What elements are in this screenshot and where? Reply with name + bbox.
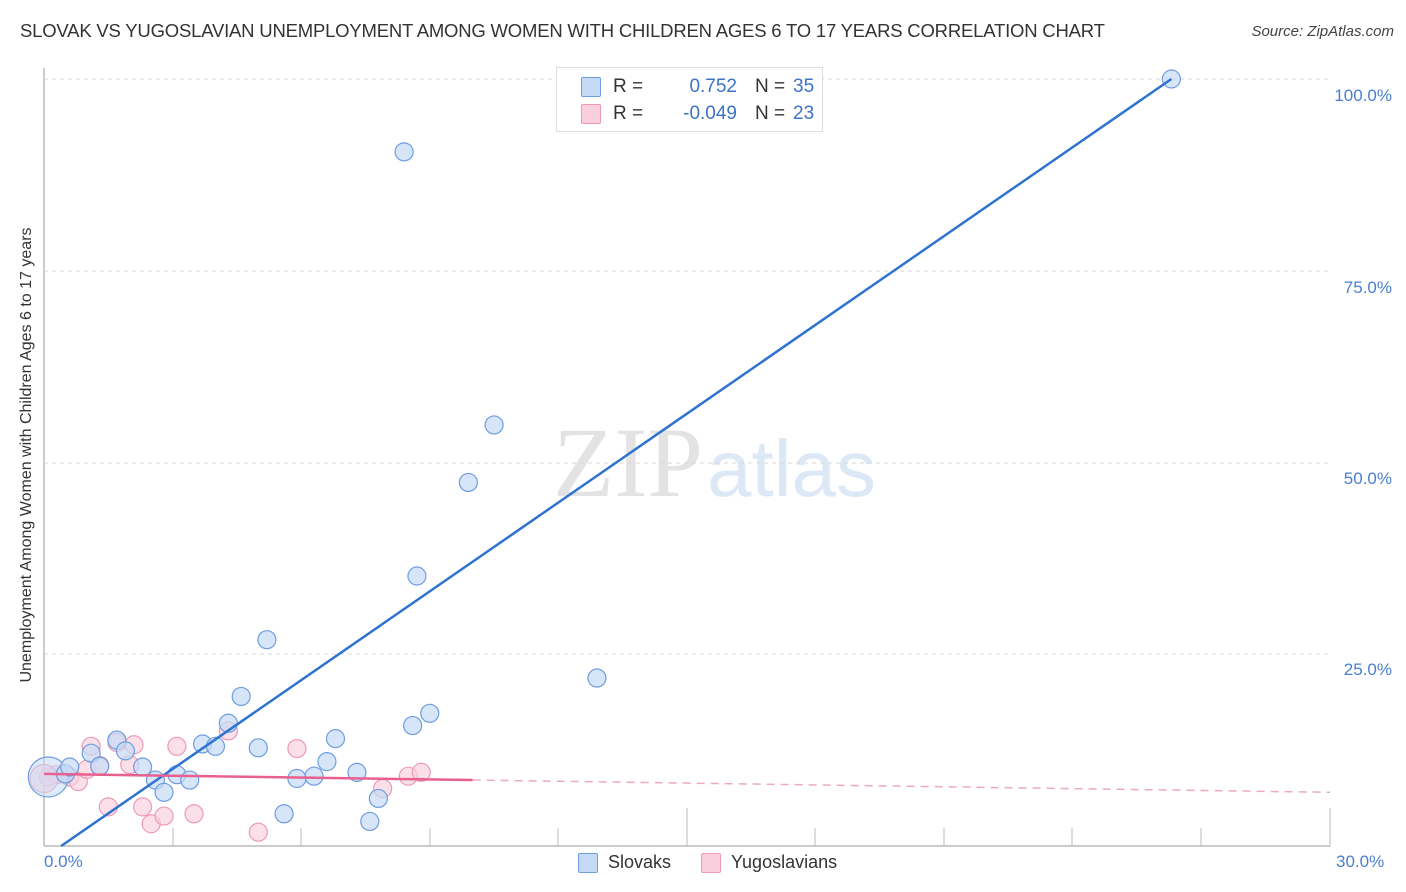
n-value: 23 bbox=[793, 103, 815, 124]
chart-title: SLOVAK VS YUGOSLAVIAN UNEMPLOYMENT AMONG… bbox=[20, 20, 1105, 41]
yugoslavians-trendline-dashed bbox=[472, 779, 1331, 794]
legend-row-yugoslavians: R = -0.049 N = 23 bbox=[581, 102, 814, 126]
source-label: Source: ZipAtlas.com bbox=[1251, 23, 1394, 40]
yugoslavians-swatch-icon bbox=[581, 104, 601, 124]
slovaks-point bbox=[231, 686, 251, 707]
n-label: N = bbox=[755, 76, 786, 97]
slovaks-point bbox=[360, 811, 380, 832]
x-tick-30: 30.0% bbox=[1336, 852, 1385, 871]
slovaks-point bbox=[317, 752, 337, 772]
yugoslavians-point bbox=[154, 806, 174, 826]
slovaks-point bbox=[274, 804, 294, 824]
yugoslavians-swatch-icon bbox=[701, 852, 722, 873]
n-label: N = bbox=[755, 103, 786, 124]
slovaks-point bbox=[403, 715, 423, 736]
legend-row-slovaks: R = 0.752 N = 35 bbox=[581, 75, 814, 99]
watermark-atlas: atlas bbox=[707, 424, 876, 513]
r-value: 0.752 bbox=[689, 76, 737, 97]
y-tick-50: 50.0% bbox=[1343, 469, 1392, 488]
correlation-legend: R = 0.752 N = 35 R = -0.049 N = 23 bbox=[556, 67, 823, 132]
y-tick-100: 100.0% bbox=[1334, 86, 1392, 105]
slovaks-point bbox=[325, 729, 346, 749]
yugoslavians-point bbox=[132, 797, 153, 817]
yugoslavians-point bbox=[184, 804, 204, 824]
n-value: 35 bbox=[793, 76, 815, 97]
slovaks-point bbox=[484, 415, 504, 435]
slovaks-point bbox=[154, 782, 174, 802]
yugoslavians-point bbox=[287, 738, 307, 759]
slovaks-point bbox=[420, 703, 440, 723]
x-tick-marks bbox=[172, 808, 1331, 846]
x-tick-0: 0.0% bbox=[44, 852, 83, 871]
legend-label: Slovaks bbox=[608, 852, 672, 872]
slovaks-point bbox=[458, 472, 478, 493]
y-tick-25: 25.0% bbox=[1343, 660, 1392, 679]
legend-item-yugoslavians[interactable]: Yugoslavians bbox=[701, 852, 837, 873]
series-legend: Slovaks Yugoslavians bbox=[578, 852, 867, 873]
r-value: -0.049 bbox=[683, 103, 737, 124]
slovaks-point bbox=[394, 142, 414, 162]
slovaks-swatch-icon bbox=[581, 77, 601, 97]
r-label: R = bbox=[613, 103, 644, 124]
slovaks-swatch-icon bbox=[578, 852, 598, 873]
slovaks-point bbox=[180, 770, 200, 790]
slovaks-point bbox=[347, 762, 367, 782]
slovaks-point bbox=[304, 766, 324, 786]
slovaks-trendline bbox=[60, 77, 1173, 848]
trendlines bbox=[43, 77, 1331, 848]
yugoslavians-trendline-solid bbox=[43, 772, 473, 782]
slovaks-point bbox=[407, 566, 427, 586]
yugoslavians-point bbox=[248, 822, 268, 842]
slovaks-point bbox=[60, 757, 80, 777]
legend-label: Yugoslavians bbox=[731, 852, 838, 872]
zipatlas-watermark: ZIPatlas bbox=[553, 405, 876, 520]
slovaks-point bbox=[115, 741, 136, 761]
slovaks-point bbox=[257, 630, 277, 650]
gridlines bbox=[44, 78, 1330, 655]
slovaks-point bbox=[587, 668, 607, 688]
y-tick-75: 75.0% bbox=[1343, 278, 1392, 297]
slovaks-point bbox=[248, 738, 268, 758]
legend-item-slovaks[interactable]: Slovaks bbox=[578, 852, 671, 873]
slovaks-points bbox=[27, 69, 1181, 832]
r-label: R = bbox=[613, 76, 644, 97]
yugoslavians-point bbox=[167, 736, 187, 756]
slovaks-point bbox=[90, 756, 110, 776]
slovaks-point bbox=[368, 788, 388, 809]
yugoslavians-point bbox=[411, 762, 431, 782]
